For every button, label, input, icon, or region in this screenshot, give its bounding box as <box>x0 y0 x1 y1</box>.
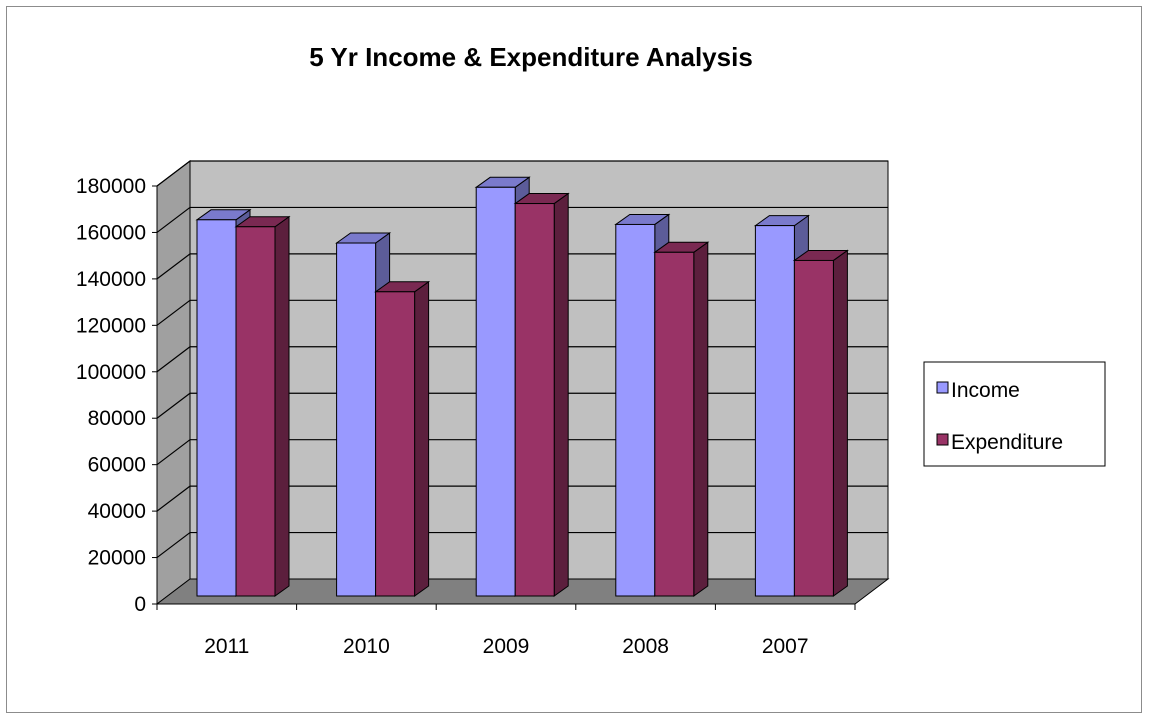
bar-expenditure-2009 <box>513 192 570 597</box>
legend-label-expenditure: Expenditure <box>951 431 1063 454</box>
y-tick-label: 0 <box>134 593 146 616</box>
y-tick-label: 120000 <box>76 314 146 337</box>
x-tick-label: 2008 <box>622 635 669 658</box>
legend-box <box>923 361 1106 467</box>
bar-front <box>235 226 276 597</box>
bar-front <box>196 219 237 597</box>
side-wall <box>156 159 191 606</box>
y-tick-label: 20000 <box>88 547 146 570</box>
bar-expenditure-2008 <box>653 241 710 597</box>
bar-side <box>553 192 569 597</box>
bar-front <box>336 242 377 597</box>
legend-swatch-expenditure <box>936 433 949 446</box>
x-tick-label: 2010 <box>343 635 390 658</box>
axes <box>152 185 856 610</box>
bar-front <box>754 225 795 597</box>
y-tick-label: 160000 <box>76 221 146 244</box>
gridline <box>156 160 888 187</box>
y-tick-label: 140000 <box>76 268 146 291</box>
bar-front <box>375 291 416 597</box>
y-tick-label: 100000 <box>76 361 146 384</box>
y-tick-label: 40000 <box>88 500 146 523</box>
bar-side <box>832 249 848 597</box>
y-tick-labels: 0 20000 40000 60000 80000 100000 120000 140000 1… <box>76 175 146 616</box>
y-tick-label: 180000 <box>76 175 146 198</box>
bar-front <box>475 186 516 597</box>
x-tick-label: 2011 <box>204 635 249 658</box>
gridline <box>156 206 888 233</box>
bar-front <box>615 223 656 597</box>
bars <box>195 176 849 597</box>
bar-front <box>654 251 695 597</box>
bar-side <box>274 215 290 597</box>
bar-expenditure-2007 <box>792 249 849 597</box>
legend-swatch-income <box>936 381 949 394</box>
y-tick-label: 60000 <box>88 454 146 477</box>
x-tick-label: 2009 <box>483 635 530 658</box>
legend: Income Expenditure <box>923 361 1106 467</box>
x-tick-label: 2007 <box>762 635 809 658</box>
bar-front <box>514 203 555 597</box>
legend-label-income: Income <box>951 379 1020 402</box>
bar-side <box>693 241 709 597</box>
bar-expenditure-2011 <box>234 215 291 597</box>
bar-expenditure-2010 <box>374 280 431 597</box>
bar-side <box>414 280 430 597</box>
x-tick-labels: 2011 2010 2009 2008 2007 <box>204 635 808 658</box>
bar-front <box>793 259 834 597</box>
chart-title: 5 Yr Income & Expenditure Analysis <box>309 42 753 72</box>
y-tick-label: 80000 <box>88 407 146 430</box>
